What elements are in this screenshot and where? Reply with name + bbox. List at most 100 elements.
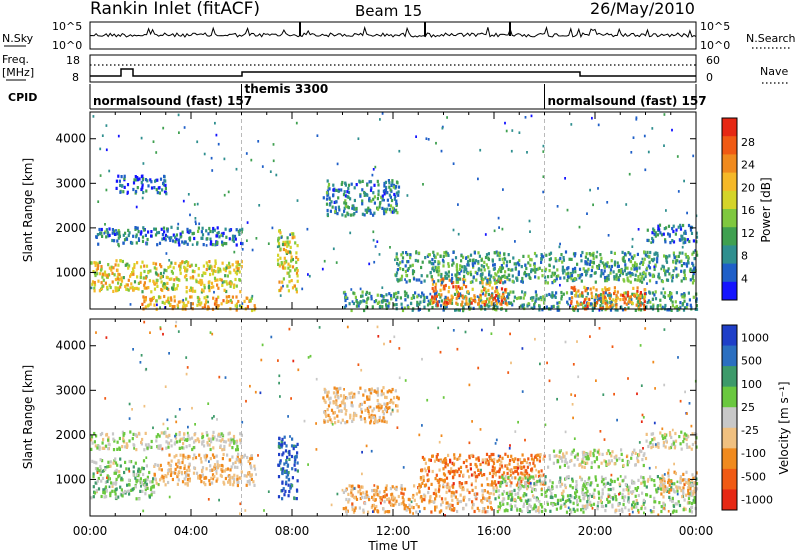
heatmap-cell [163,230,165,233]
heatmap-cell [190,276,192,279]
heatmap-cell [107,231,109,234]
heatmap-cell [497,510,499,513]
heatmap-cell [508,253,510,256]
heatmap-cell [557,499,559,502]
heatmap-cell [559,277,561,280]
heatmap-cell [556,268,558,271]
heatmap-cell [381,419,383,422]
heatmap-cell [396,296,398,299]
heatmap-cell [570,277,572,280]
heatmap-cell [497,270,499,273]
heatmap-cell [192,457,194,460]
heatmap-cell [629,173,631,176]
heatmap-cell [106,489,108,492]
heatmap-cell [117,175,119,178]
heatmap-cell [192,243,194,246]
heatmap-cell [453,482,455,485]
heatmap-cell [581,273,583,276]
heatmap-cell [526,500,528,503]
heatmap-cell [567,303,569,306]
heatmap-cell [529,276,531,279]
colorbar-segment [722,154,737,173]
heatmap-cell [143,284,145,287]
heatmap-cell [476,492,478,495]
heatmap-cell [678,226,680,229]
heatmap-cell [383,199,385,202]
heatmap-cell [123,276,125,279]
heatmap-cell [109,234,111,237]
heatmap-cell [332,188,334,191]
heatmap-cell [640,304,642,307]
heatmap-cell [647,480,649,483]
heatmap-cell [161,228,163,231]
heatmap-cell [428,478,430,481]
heatmap-cell [159,192,161,195]
heatmap-cell [351,485,353,488]
heatmap-cell [186,439,188,442]
heatmap-cell [480,268,482,271]
heatmap-cell [197,476,199,479]
heatmap-cell [128,234,130,237]
heatmap-cell [437,252,439,255]
heatmap-cell [364,192,366,195]
heatmap-cell [612,298,614,301]
heatmap-cell [107,439,109,442]
heatmap-cell [412,264,414,267]
heatmap-cell [435,142,437,145]
heatmap-cell [422,183,424,186]
heatmap-cell [211,481,213,484]
heatmap-cell [209,464,211,467]
heatmap-cell [189,289,191,292]
heatmap-cell [133,465,135,468]
heatmap-cell [498,217,500,220]
heatmap-cell [204,153,206,156]
heatmap-cell [504,122,506,125]
heatmap-cell [434,292,436,295]
heatmap-cell [187,301,189,304]
heatmap-cell [210,286,212,289]
heatmap-cell [140,265,142,268]
heatmap-cell [543,175,545,178]
heatmap-cell [237,484,239,487]
heatmap-cell [206,244,208,247]
heatmap-cell [683,277,685,280]
heatmap-cell [572,271,574,274]
heatmap-cell [532,269,534,272]
heatmap-cell [344,421,346,424]
heatmap-cell [99,469,101,472]
heatmap-cell [143,276,145,279]
heatmap-cell [132,488,134,491]
heatmap-cell [228,266,230,269]
heatmap-cell [614,252,616,255]
heatmap-cell [591,295,593,298]
heatmap-cell [488,496,490,499]
heatmap-cell [377,294,379,297]
heatmap-cell [624,506,626,509]
heatmap-cell [507,292,509,295]
heatmap-cell [558,301,560,304]
heatmap-cell [109,492,111,495]
heatmap-cell [218,433,220,436]
heatmap-cell [472,264,474,267]
heatmap-cell [127,490,129,493]
heatmap-cell [101,285,103,288]
heatmap-cell [507,455,509,458]
heatmap-cell [600,275,602,278]
heatmap-cell [489,278,491,281]
heatmap-cell [453,162,455,165]
heatmap-cell [394,259,396,262]
heatmap-cell [146,483,148,486]
heatmap-cell [137,186,139,189]
heatmap-cell [178,243,180,246]
heatmap-cell [611,259,613,262]
heatmap-cell [540,261,542,264]
heatmap-cell [691,510,693,513]
heatmap-cell [644,484,646,487]
heatmap-cell [382,300,384,303]
heatmap-cell [528,302,530,305]
heatmap-cell [526,461,528,464]
heatmap-cell [345,214,347,217]
heatmap-cell [475,479,477,482]
heatmap-cell [372,231,374,234]
